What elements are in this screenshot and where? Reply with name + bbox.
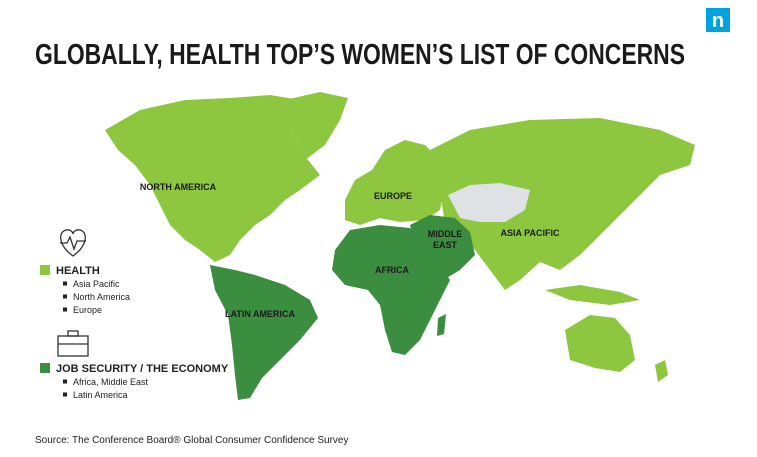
region-label: LATIN AMERICA xyxy=(225,309,295,319)
logo-box xyxy=(706,8,730,32)
europe xyxy=(345,140,445,225)
north-america xyxy=(105,95,320,262)
australia xyxy=(565,315,635,372)
legend-bullet xyxy=(63,392,67,397)
heart-icon xyxy=(60,229,86,257)
briefcase-icon xyxy=(57,330,89,357)
legend-swatch xyxy=(40,363,50,373)
region-labels: NORTH AMERICA EUROPE MIDDLE EAST ASIA PA… xyxy=(140,182,560,319)
legend-item: North America xyxy=(73,292,130,302)
latin-america xyxy=(210,265,318,400)
legend-bullet xyxy=(63,281,67,286)
legend-swatch xyxy=(40,265,50,275)
region-label: ASIA PACIFIC xyxy=(500,228,560,238)
legend-item: Asia Pacific xyxy=(73,279,120,289)
china-unlisted xyxy=(448,183,530,222)
region-label: NORTH AMERICA xyxy=(140,182,217,192)
legend-item: Europe xyxy=(73,305,102,315)
world-map xyxy=(105,92,695,400)
madagascar xyxy=(437,314,446,336)
middle-east xyxy=(410,215,475,282)
logo: n xyxy=(712,10,724,32)
legend-label: JOB SECURITY / THE ECONOMY xyxy=(56,363,229,375)
region-label: MIDDLE xyxy=(428,229,463,239)
region-label: EAST xyxy=(433,240,458,250)
region-label: AFRICA xyxy=(375,265,409,275)
legend-bullet xyxy=(63,379,67,384)
legend-item: Africa, Middle East xyxy=(73,377,149,387)
legend-groups: HEALTH Asia Pacific North America Europe JOB… xyxy=(40,265,229,400)
legend-label: HEALTH xyxy=(56,265,100,277)
africa xyxy=(332,225,450,355)
source: Source: The Conference Board® Global Con… xyxy=(35,435,348,446)
region-label: EUROPE xyxy=(374,191,412,201)
title: GLOBALLY, HEALTH TOP’S WOMEN’S LIST OF C… xyxy=(35,39,685,71)
legend-item: Latin America xyxy=(73,390,128,400)
indonesia xyxy=(545,285,640,305)
legend-bullet xyxy=(63,294,67,299)
legend: HEALTH Asia Pacific North America Europe JOB… xyxy=(40,229,229,400)
greenland xyxy=(285,92,348,160)
asia xyxy=(430,118,695,290)
legend-bullet xyxy=(63,307,67,312)
new-zealand xyxy=(655,360,668,382)
